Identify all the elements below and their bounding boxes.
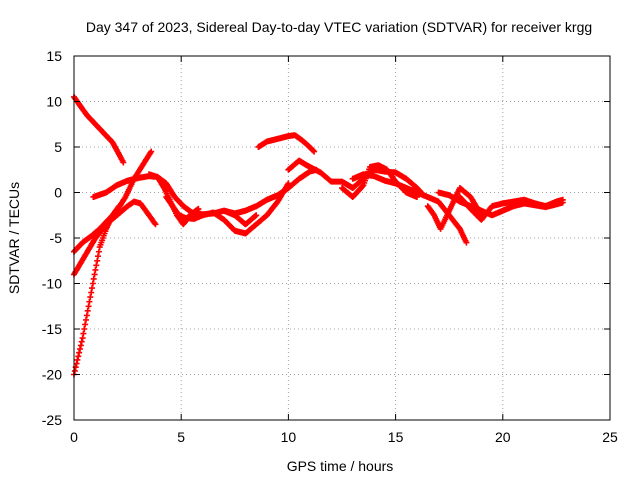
series-trace-12 xyxy=(349,171,470,246)
x-tick-label: 5 xyxy=(177,429,185,445)
y-tick-label: 5 xyxy=(54,139,62,155)
x-tick-label: 15 xyxy=(388,429,404,445)
y-tick-label: 15 xyxy=(46,48,62,64)
y-tick-label: -25 xyxy=(42,412,62,428)
series-trace-9 xyxy=(255,132,318,155)
series-markers xyxy=(163,180,292,237)
series-markers xyxy=(255,132,318,155)
series-markers xyxy=(71,93,127,166)
x-tick-labels: 0 5 10 15 20 25 xyxy=(70,429,618,445)
axis-ticks xyxy=(73,55,611,421)
y-tick-label: 10 xyxy=(46,94,62,110)
y-tick-label: -5 xyxy=(50,230,63,246)
series-markers xyxy=(349,171,470,246)
x-tick-label: 25 xyxy=(602,429,618,445)
chart-title: Day 347 of 2023, Sidereal Day-to-day VTE… xyxy=(86,19,592,35)
x-tick-label: 10 xyxy=(281,429,297,445)
series-trace-8 xyxy=(221,166,320,217)
data-points xyxy=(71,93,566,378)
y-tick-label: -10 xyxy=(42,276,62,292)
grid-lines xyxy=(74,56,610,420)
series-markers xyxy=(456,194,566,223)
x-tick-label: 20 xyxy=(495,429,511,445)
series-trace-7 xyxy=(163,180,292,237)
y-tick-labels: -25 -20 -15 -10 -5 0 5 10 15 xyxy=(42,48,62,428)
series-trace-1 xyxy=(71,93,127,166)
x-axis-label: GPS time / hours xyxy=(287,458,394,474)
x-tick-label: 0 xyxy=(70,429,78,445)
y-tick-label: 0 xyxy=(54,185,62,201)
series-trace-15 xyxy=(456,194,566,223)
y-axis-label: SDTVAR / TECUs xyxy=(6,182,22,294)
series-markers xyxy=(221,166,320,217)
y-tick-label: -15 xyxy=(42,321,62,337)
y-tick-label: -20 xyxy=(42,367,62,383)
